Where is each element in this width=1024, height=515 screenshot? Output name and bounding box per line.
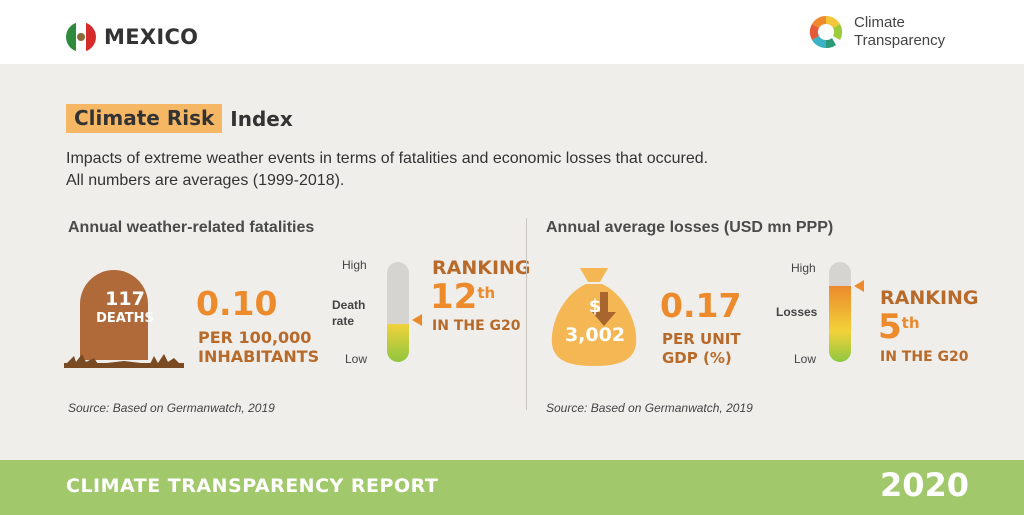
deaths-value: 117 — [105, 288, 145, 310]
losses-ranking: 5th — [878, 307, 920, 347]
death-rate-gauge-fill — [387, 324, 409, 362]
fatalities-ranking-suffix: th — [477, 284, 496, 302]
losses-section-title: Annual average losses (USD mn PPP) — [546, 219, 834, 236]
description-line1: Impacts of extreme weather events in ter… — [66, 150, 709, 167]
description: Impacts of extreme weather events in ter… — [66, 148, 708, 192]
description-line2: All numbers are averages (1999-2018). — [66, 172, 345, 189]
fatalities-ranking-label: RANKING — [432, 257, 531, 279]
top-bar: MEXICO Climate Transparency — [0, 0, 1024, 64]
death-rate-unit-line1: PER 100,000 — [198, 328, 312, 347]
losses-gauge-low-label: Low — [794, 352, 817, 366]
fatalities-gauge-low-label: Low — [345, 352, 368, 366]
losses-ranking-suffix: th — [901, 314, 920, 332]
gdp-loss-unit: PER UNIT GDP (%) — [662, 330, 741, 368]
fatalities-gauge-label: Death rate — [332, 297, 365, 329]
title-highlight: Climate Risk — [66, 104, 223, 133]
brand-name-line1: Climate — [854, 14, 905, 31]
losses-gauge-label: Losses — [776, 305, 818, 319]
death-rate-unit: PER 100,000 INHABITANTS — [198, 328, 319, 366]
climate-transparency-logo-icon — [809, 15, 843, 49]
fatalities-source: Source: Based on Germanwatch, 2019 — [68, 401, 275, 415]
death-rate-marker-icon — [412, 314, 422, 326]
country-header: MEXICO — [66, 22, 198, 52]
fatalities-gauge-label-line2: rate — [332, 314, 355, 328]
fatalities-gauge-label-line1: Death — [332, 298, 366, 312]
gdp-loss-unit-line2: GDP (%) — [662, 349, 732, 367]
death-rate-value: 0.10 — [196, 284, 278, 323]
title-rest: Index — [230, 106, 293, 131]
deaths-counter: 117 DEATHS — [80, 288, 170, 328]
brand-name-line2: Transparency — [854, 32, 946, 49]
deaths-label: DEATHS — [96, 311, 154, 326]
losses-marker-icon — [854, 280, 864, 292]
losses-source: Source: Based on Germanwatch, 2019 — [546, 401, 753, 415]
fatalities-ranking: 12th — [430, 277, 495, 317]
fatalities-ranking-number: 12 — [430, 277, 478, 317]
losses-value: 3,002 — [564, 324, 626, 346]
gdp-loss-value: 0.17 — [660, 286, 742, 325]
fatalities-section-title: Annual weather-related fatalities — [68, 219, 315, 236]
death-rate-gauge — [387, 262, 409, 362]
death-rate-unit-line2: INHABITANTS — [198, 347, 320, 366]
losses-ranking-label: RANKING — [880, 287, 979, 309]
losses-gauge-fill — [829, 286, 851, 362]
footer-bar — [0, 460, 1024, 515]
tombstone-icon — [64, 270, 184, 368]
money-bag-icon — [551, 268, 637, 366]
section-divider — [526, 218, 527, 410]
country-name: MEXICO — [104, 25, 199, 49]
losses-ranking-number: 5 — [878, 307, 902, 347]
page-title: Climate Risk Index — [66, 104, 293, 133]
losses-gauge-high-label: High — [791, 261, 816, 275]
losses-gauge — [829, 262, 851, 362]
footer-report-title: CLIMATE TRANSPARENCY REPORT — [66, 475, 439, 497]
fatalities-ranking-scope: IN THE G20 — [432, 318, 521, 334]
footer-year: 2020 — [880, 466, 970, 504]
mexico-flag-icon — [66, 22, 96, 52]
fatalities-gauge-high-label: High — [342, 258, 367, 272]
brand-logo: Climate Transparency — [806, 12, 945, 52]
gdp-loss-unit-line1: PER UNIT — [662, 330, 741, 348]
losses-ranking-scope: IN THE G20 — [880, 349, 969, 365]
currency-symbol: $ — [588, 296, 602, 317]
